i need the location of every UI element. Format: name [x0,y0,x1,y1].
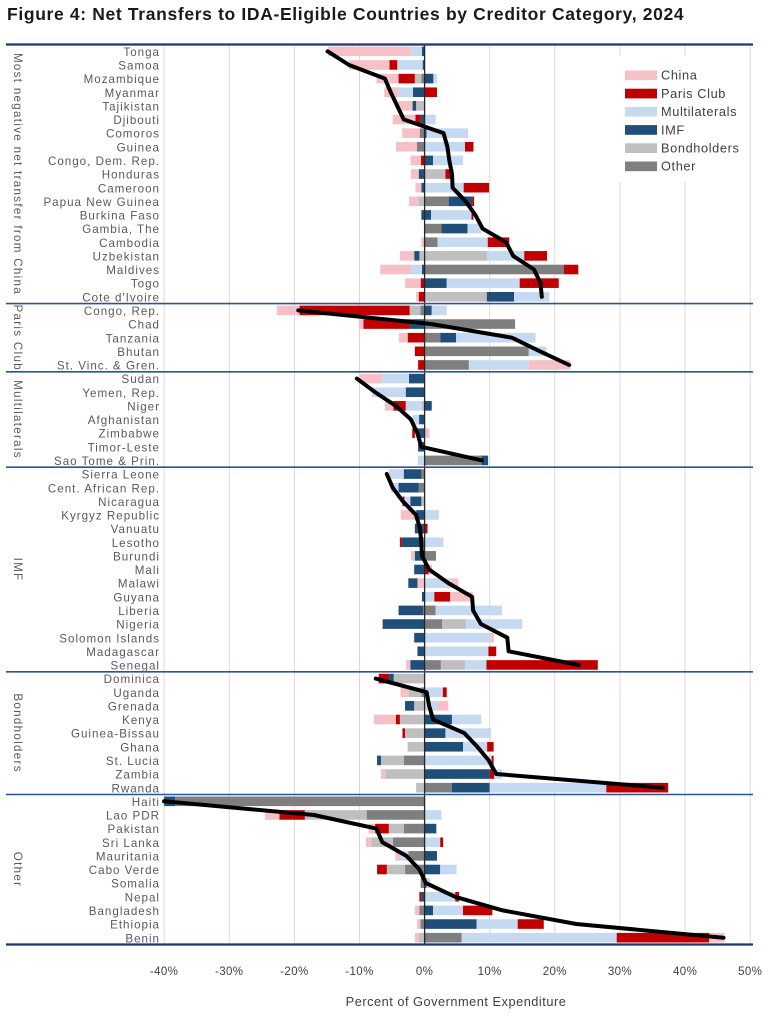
svg-text:Bondholders: Bondholders [11,693,24,772]
svg-text:Cabo Verde: Cabo Verde [89,864,160,877]
svg-text:Gambia, The: Gambia, The [82,223,160,236]
svg-text:Chad: Chad [128,319,160,332]
svg-text:Zambia: Zambia [115,769,160,782]
svg-text:Niger: Niger [127,401,160,414]
svg-text:-40%: -40% [150,966,178,978]
svg-text:IMF: IMF [11,558,24,582]
svg-text:-30%: -30% [215,966,243,978]
svg-text:Sao Tome & Prin.: Sao Tome & Prin. [54,455,160,468]
svg-text:Vanuatu: Vanuatu [111,523,160,536]
svg-text:Timor-Leste: Timor-Leste [88,441,160,454]
svg-text:Dominica: Dominica [104,673,160,686]
svg-text:China: China [661,68,698,83]
svg-text:Sierra Leone: Sierra Leone [82,469,160,482]
svg-text:Kenya: Kenya [122,714,160,727]
svg-text:Lao PDR: Lao PDR [106,810,160,823]
svg-text:Burundi: Burundi [113,551,160,564]
svg-text:Mauritania: Mauritania [96,851,160,864]
svg-text:Cent. African Rep.: Cent. African Rep. [48,482,160,495]
svg-text:Solomon Islands: Solomon Islands [59,632,160,645]
svg-text:50%: 50% [738,966,762,978]
svg-text:30%: 30% [608,966,632,978]
svg-text:St. Lucia: St. Lucia [106,755,160,768]
svg-text:Bhutan: Bhutan [117,346,160,359]
svg-text:Ethiopia: Ethiopia [110,919,160,932]
svg-text:Somalia: Somalia [111,878,160,891]
svg-text:-20%: -20% [280,966,308,978]
svg-text:Figure 4: Net Transfers to IDA: Figure 4: Net Transfers to IDA-Eligible … [7,4,684,24]
svg-text:Nepal: Nepal [125,891,160,904]
svg-text:Uzbekistan: Uzbekistan [93,251,160,264]
svg-text:Senegal: Senegal [110,660,160,673]
svg-text:Myanmar: Myanmar [105,87,160,100]
svg-text:Mozambique: Mozambique [84,73,160,86]
svg-text:Ghana: Ghana [120,741,160,754]
svg-text:Cameroon: Cameroon [98,182,160,195]
svg-text:Guinea: Guinea [117,141,160,154]
svg-text:Malawi: Malawi [118,578,160,591]
svg-text:Uganda: Uganda [113,687,160,700]
svg-text:Multilaterals: Multilaterals [661,104,737,119]
svg-text:Madagascar: Madagascar [86,646,160,659]
svg-text:Kyrgyz Republic: Kyrgyz Republic [61,510,160,523]
svg-text:Nicaragua: Nicaragua [98,496,160,509]
svg-text:Guinea-Bissau: Guinea-Bissau [71,728,160,741]
svg-text:40%: 40% [673,966,697,978]
svg-text:Other: Other [11,852,24,888]
svg-text:Liberia: Liberia [118,605,160,618]
svg-text:Most negative net transfer fro: Most negative net transfer from China [11,53,24,295]
svg-text:Paris Club: Paris Club [661,86,726,101]
svg-text:Grenada: Grenada [108,701,160,714]
svg-text:Sri Lanka: Sri Lanka [102,837,160,850]
svg-text:Mali: Mali [135,564,160,577]
svg-text:Afghanistan: Afghanistan [88,414,160,427]
svg-text:Cote d'Ivoire: Cote d'Ivoire [82,291,160,304]
svg-text:Papua New Guinea: Papua New Guinea [43,196,160,209]
svg-text:Zimbabwe: Zimbabwe [99,428,160,441]
svg-text:Samoa: Samoa [118,60,160,73]
svg-text:10%: 10% [478,966,502,978]
svg-text:Togo: Togo [131,278,160,291]
svg-text:Bangladesh: Bangladesh [89,905,160,918]
svg-text:Guyana: Guyana [113,591,160,604]
svg-text:Bondholders: Bondholders [661,141,739,156]
svg-text:St. Vinc. & Gren.: St. Vinc. & Gren. [57,360,160,373]
svg-text:Other: Other [661,159,696,174]
svg-text:Sudan: Sudan [121,373,160,386]
svg-text:Benin: Benin [125,932,160,945]
svg-text:Burkina Faso: Burkina Faso [80,210,160,223]
svg-text:Comoros: Comoros [106,128,160,141]
svg-text:IMF: IMF [661,122,685,137]
svg-text:Congo, Dem. Rep.: Congo, Dem. Rep. [48,155,160,168]
svg-text:Cambodia: Cambodia [99,237,160,250]
svg-text:Tajikistan: Tajikistan [102,101,160,114]
svg-text:Yemen, Rep.: Yemen, Rep. [82,387,160,400]
svg-text:0%: 0% [416,966,433,978]
svg-text:Percent of Government Expendit: Percent of Government Expenditure [346,994,567,1009]
svg-text:Pakistan: Pakistan [108,823,160,836]
svg-text:20%: 20% [543,966,567,978]
svg-text:Honduras: Honduras [102,169,160,182]
svg-text:Nigeria: Nigeria [116,619,160,632]
svg-text:Congo, Rep.: Congo, Rep. [84,305,160,318]
svg-text:Paris Club: Paris Club [11,304,24,370]
svg-text:Rwanda: Rwanda [111,782,160,795]
svg-text:-10%: -10% [345,966,373,978]
svg-text:Lesotho: Lesotho [112,537,160,550]
svg-text:Djibouti: Djibouti [113,114,160,127]
svg-text:Maldives: Maldives [106,264,160,277]
svg-text:Tonga: Tonga [123,46,160,59]
svg-text:Tanzania: Tanzania [106,332,160,345]
svg-text:Multilaterals: Multilaterals [11,380,24,459]
svg-text:Haiti: Haiti [132,796,160,809]
